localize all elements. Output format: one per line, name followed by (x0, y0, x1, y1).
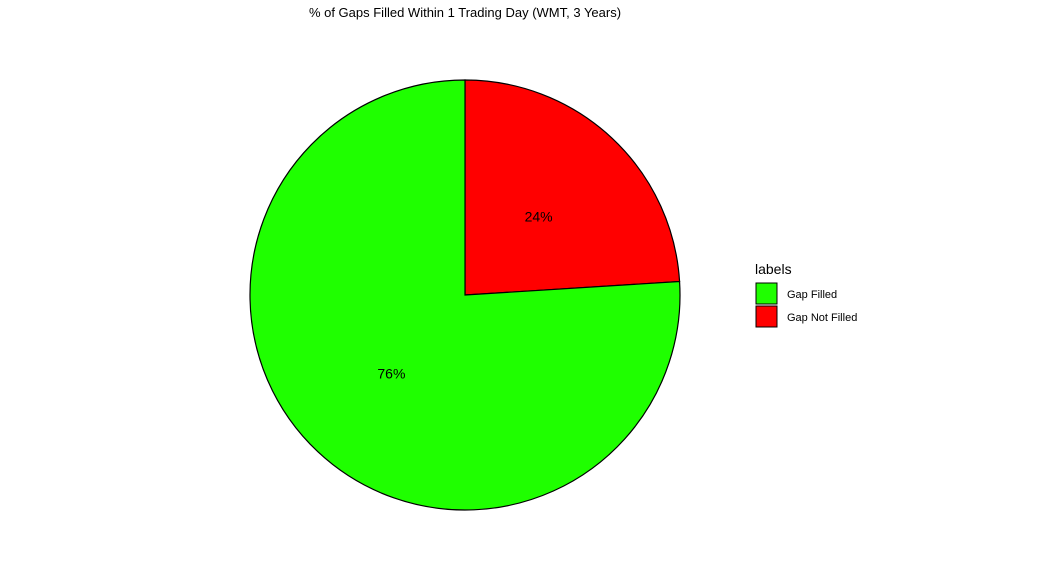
pie-slice-label: 24% (525, 209, 553, 225)
pie-slice-labels: 24% 76% (377, 209, 552, 382)
pie-slice-gap-not-filled (464, 79, 681, 296)
legend-label: Gap Not Filled (787, 312, 857, 324)
legend-entries: Gap Filled Gap Not Filled (755, 282, 857, 328)
legend-swatch (755, 282, 778, 305)
legend-swatch (755, 305, 778, 328)
legend-title: labels (755, 261, 792, 277)
chart-title: % of Gaps Filled Within 1 Trading Day (W… (309, 5, 621, 20)
pie-slice-gap-filled (249, 79, 681, 511)
legend-label: Gap Filled (787, 289, 837, 301)
pie-slice-label: 76% (377, 365, 405, 381)
pie-slices (249, 79, 681, 511)
legend: labels Gap Filled Gap Not Filled (755, 261, 857, 328)
